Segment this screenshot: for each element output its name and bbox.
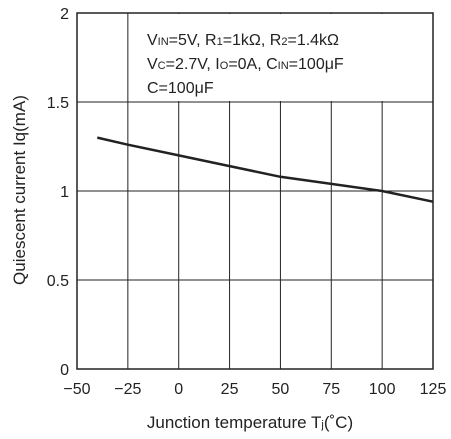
series-line-quiescent-current <box>97 136 434 203</box>
y-tick-label: 0 <box>60 362 69 379</box>
grid-lines <box>77 13 433 369</box>
y-tick-labels: 0 0.5 1 1.5 2 <box>47 6 69 379</box>
y-tick-label: 0.5 <box>47 273 69 290</box>
y-tick-label: 2 <box>60 6 69 23</box>
x-tick-labels: −50 −25 0 25 50 75 100 125 <box>63 381 446 398</box>
x-axis-label: Junction temperature Tj(˚C) <box>147 413 353 432</box>
x-tick-label: 50 <box>272 381 290 398</box>
x-tick-label: 125 <box>420 381 447 398</box>
y-tick-label: 1 <box>60 184 69 201</box>
x-tick-label: 25 <box>221 381 239 398</box>
annotation-line-2: VC=2.7V, IO=0A, CIN=100μF <box>147 56 344 73</box>
x-tick-label: −50 <box>63 381 90 398</box>
x-tick-label: −25 <box>114 381 141 398</box>
y-axis-label: Quiescent current Iq(mA) <box>10 95 29 285</box>
x-tick-label: 100 <box>369 381 396 398</box>
x-tick-label: 0 <box>174 381 183 398</box>
x-tick-label: 75 <box>322 381 340 398</box>
plot-frame <box>76 12 434 370</box>
annotation-line-3: C=100μF <box>147 80 214 97</box>
annotation-background <box>128 14 432 101</box>
annotation-line-1: VIN=5V, R1=1kΩ, R2=1.4kΩ <box>147 32 339 49</box>
y-tick-label: 1.5 <box>47 95 69 112</box>
